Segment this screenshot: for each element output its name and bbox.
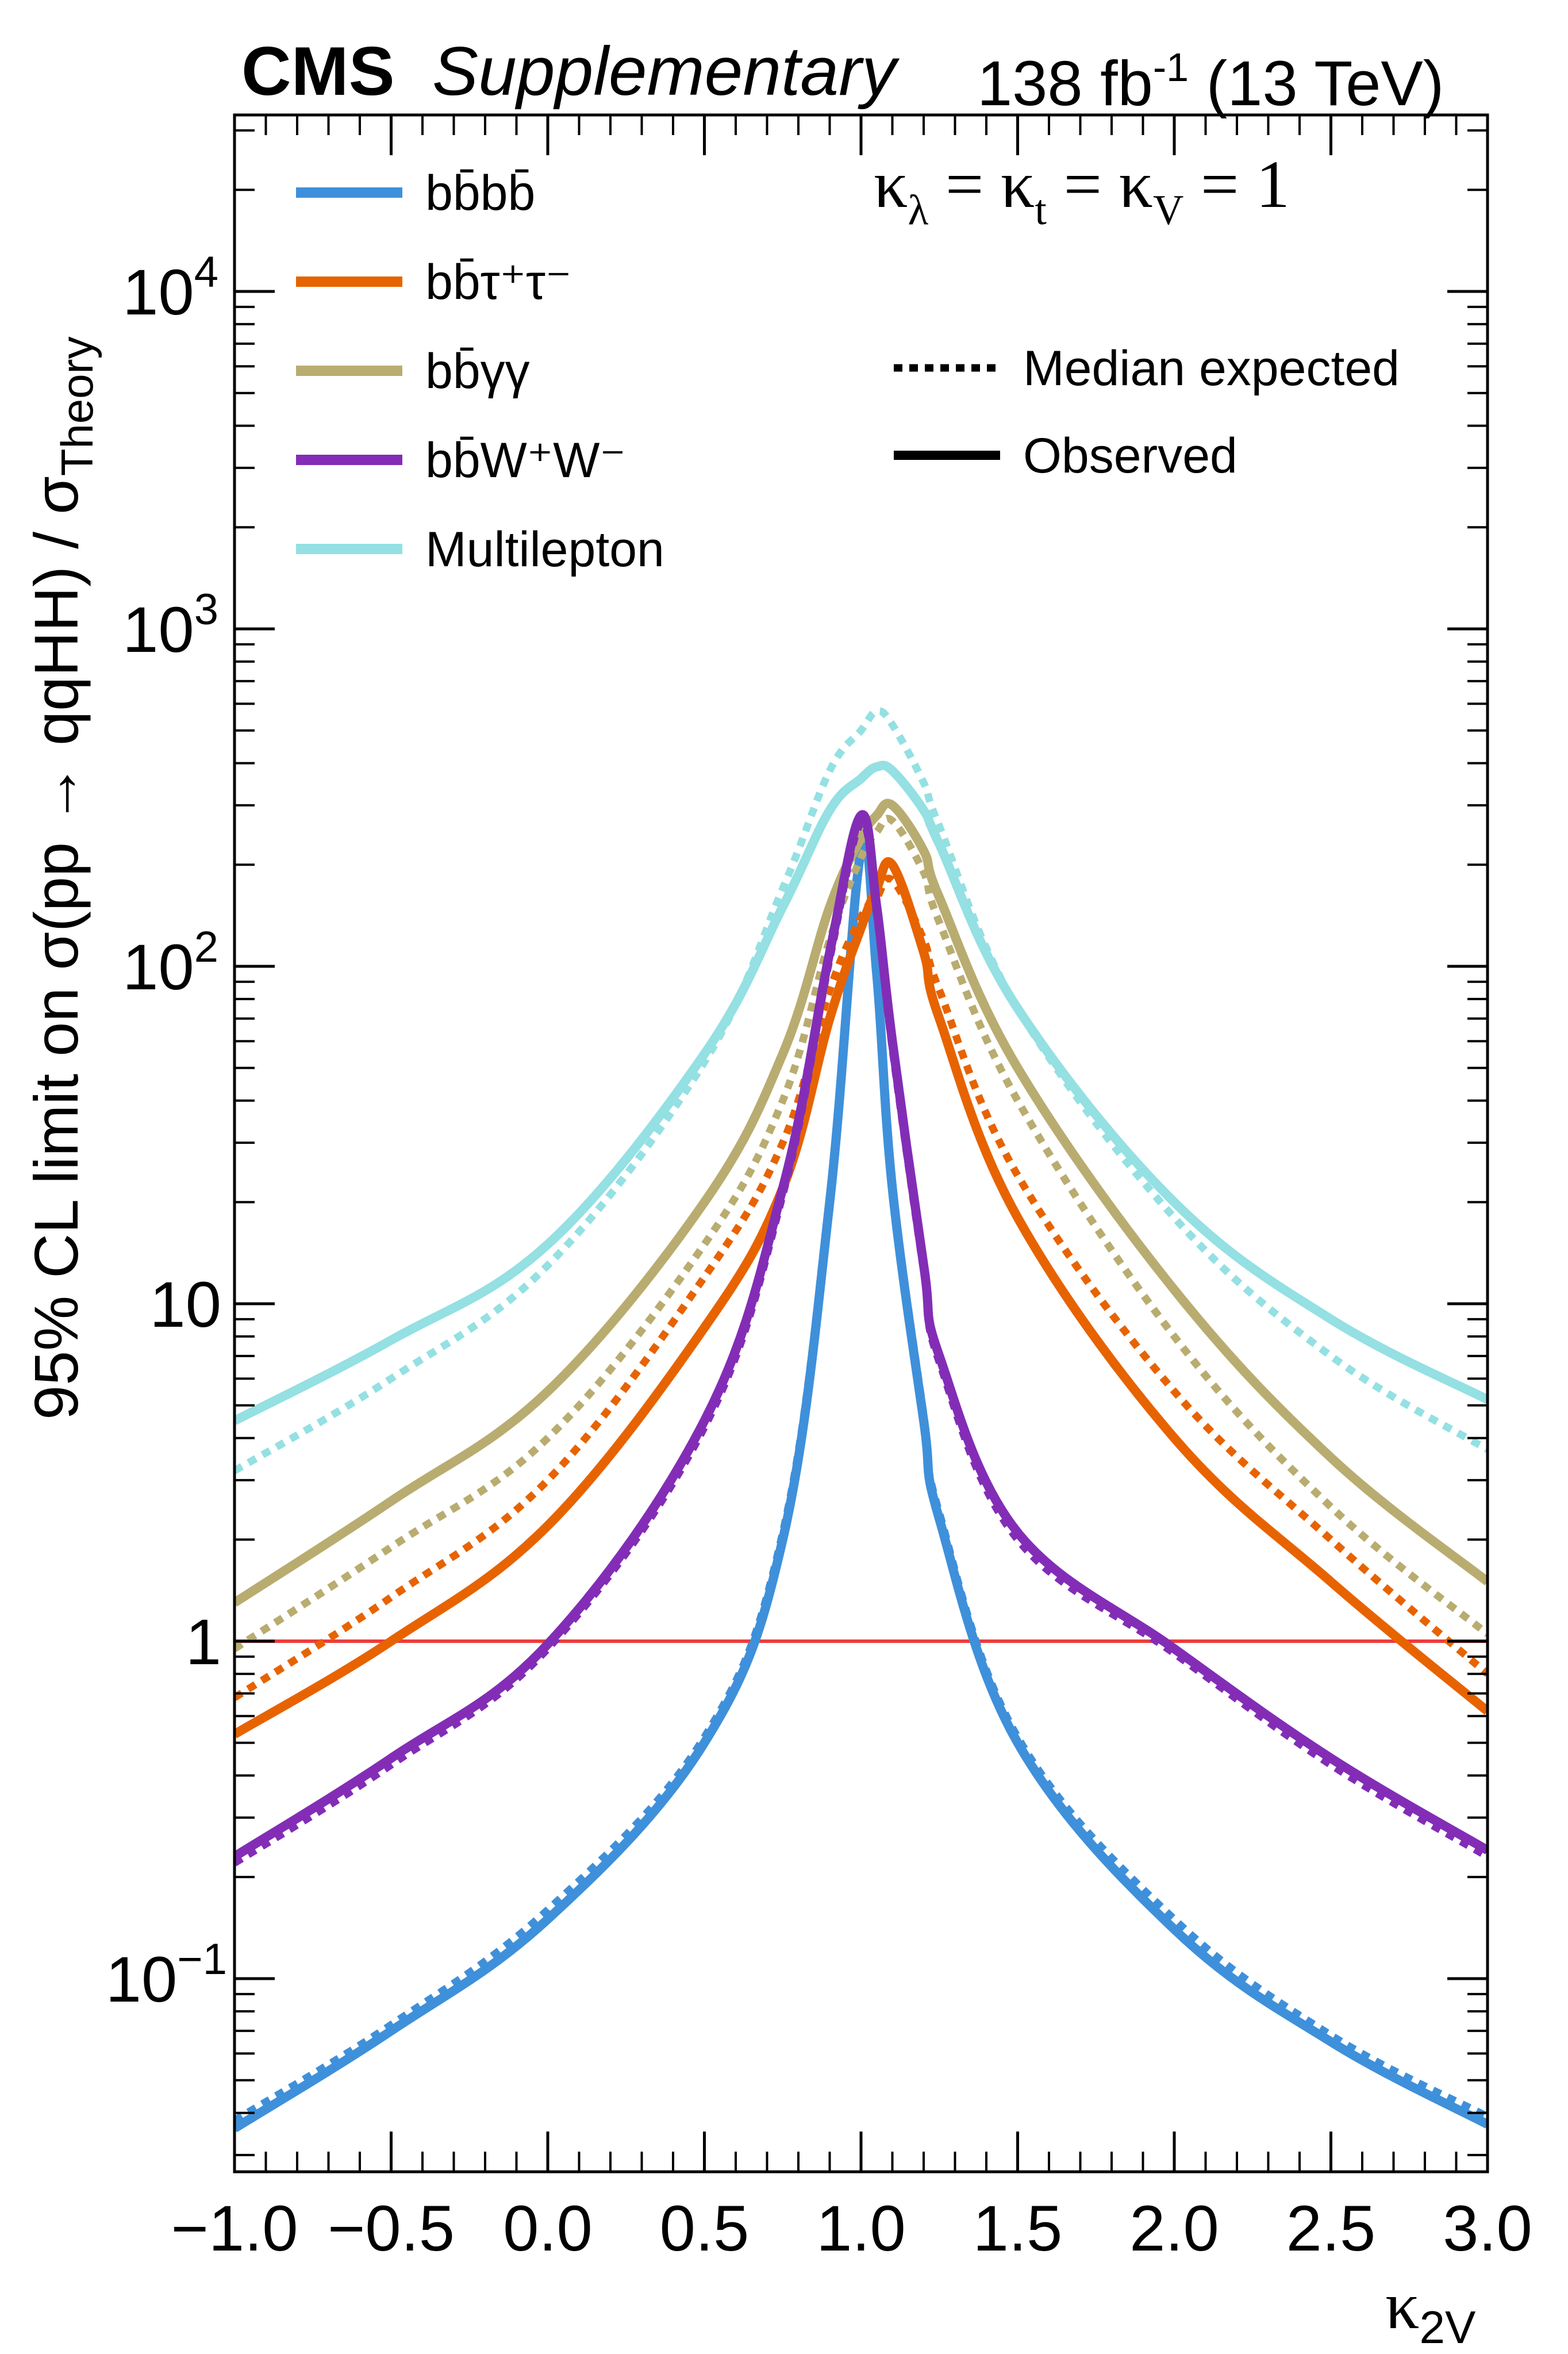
legend-entry-label: bb̄τ⁺τ⁻ [425, 255, 571, 310]
series-observed-line-4 [235, 761, 1488, 1425]
y-axis-title: 95% CL limit on σ(pp → qqHH) / σTheory [21, 336, 102, 1420]
energy-label: (13 TeV) [1189, 48, 1444, 119]
x-tick-label: 0.5 [660, 2192, 750, 2264]
kappa-lambda-sub: λ [908, 187, 928, 234]
lumi-exponent: -1 [1153, 45, 1189, 90]
y-axis-title-sub: Theory [52, 336, 102, 476]
y-tick-label: 102 [122, 923, 218, 1003]
series-expected-line-4 [235, 707, 1488, 1474]
cms-label: CMS [241, 33, 395, 110]
x-axis-title-main: κ [1385, 2268, 1419, 2343]
kappa-v-sub: V [1153, 187, 1183, 234]
kappa-annotation: κλ = κt = κV = 1 [874, 147, 1290, 234]
legend-entry-label: bb̄γγ [425, 344, 530, 399]
x-tick-label: 1.0 [816, 2192, 906, 2264]
series-expected-line-2 [235, 815, 1488, 1652]
style-legend: Median expected Observed [894, 341, 1400, 483]
style-legend-label: Median expected [1023, 341, 1400, 396]
x-tick-label: 3.0 [1443, 2192, 1532, 2264]
x-axis-title: κ2V [1385, 2268, 1476, 2353]
lumi-value: 138 fb [977, 48, 1153, 119]
kappa-t: = κ [928, 147, 1035, 222]
legend-entry-label: bb̄W⁺W⁻ [425, 433, 626, 488]
x-tick-label: −0.5 [328, 2192, 455, 2264]
y-tick-label: 10−1 [106, 1935, 227, 2015]
kappa-t-sub: t [1035, 187, 1047, 234]
series-expected-line-3 [235, 819, 1488, 1867]
y-tick-label: 103 [122, 585, 218, 666]
x-tick-label: 0.0 [503, 2192, 593, 2264]
x-tick-label: 2.5 [1286, 2192, 1376, 2264]
kappa-v: = κ [1047, 147, 1153, 222]
x-tick-label: 2.0 [1129, 2192, 1219, 2264]
y-tick-label: 104 [122, 248, 218, 328]
series-expected-line-0 [235, 831, 1488, 2124]
series-observed-line-0 [235, 836, 1488, 2133]
y-tick-label: 10 [149, 1269, 221, 1341]
luminosity-label: 138 fb-1 (13 TeV) [977, 45, 1444, 119]
plot-frame [233, 113, 1489, 2173]
series-observed-line-2 [235, 798, 1488, 1607]
style-legend-label: Observed [1023, 428, 1238, 483]
series-expected-line-1 [235, 874, 1488, 1701]
y-axis-title-main: 95% CL limit on σ(pp → qqHH) / σ [21, 476, 91, 1420]
kappa-lambda: κ [874, 147, 908, 222]
series-legend: bb̄bb̄ bb̄τ⁺τ⁻ bb̄γγ bb̄W⁺W⁻ Multilepton [296, 166, 664, 577]
legend-entry-label: Multilepton [425, 522, 664, 577]
x-tick-label: 1.5 [973, 2192, 1063, 2264]
y-tick-label: 1 [186, 1606, 221, 1678]
x-tick-label: −1.0 [171, 2192, 298, 2264]
x-axis-title-sub: 2V [1419, 2302, 1475, 2353]
legend-entry-label: bb̄bb̄ [425, 166, 535, 221]
kappa-tail: = 1 [1183, 147, 1290, 222]
supplementary-label: Supplementary [432, 33, 900, 110]
series-observed-line-3 [235, 810, 1488, 1861]
